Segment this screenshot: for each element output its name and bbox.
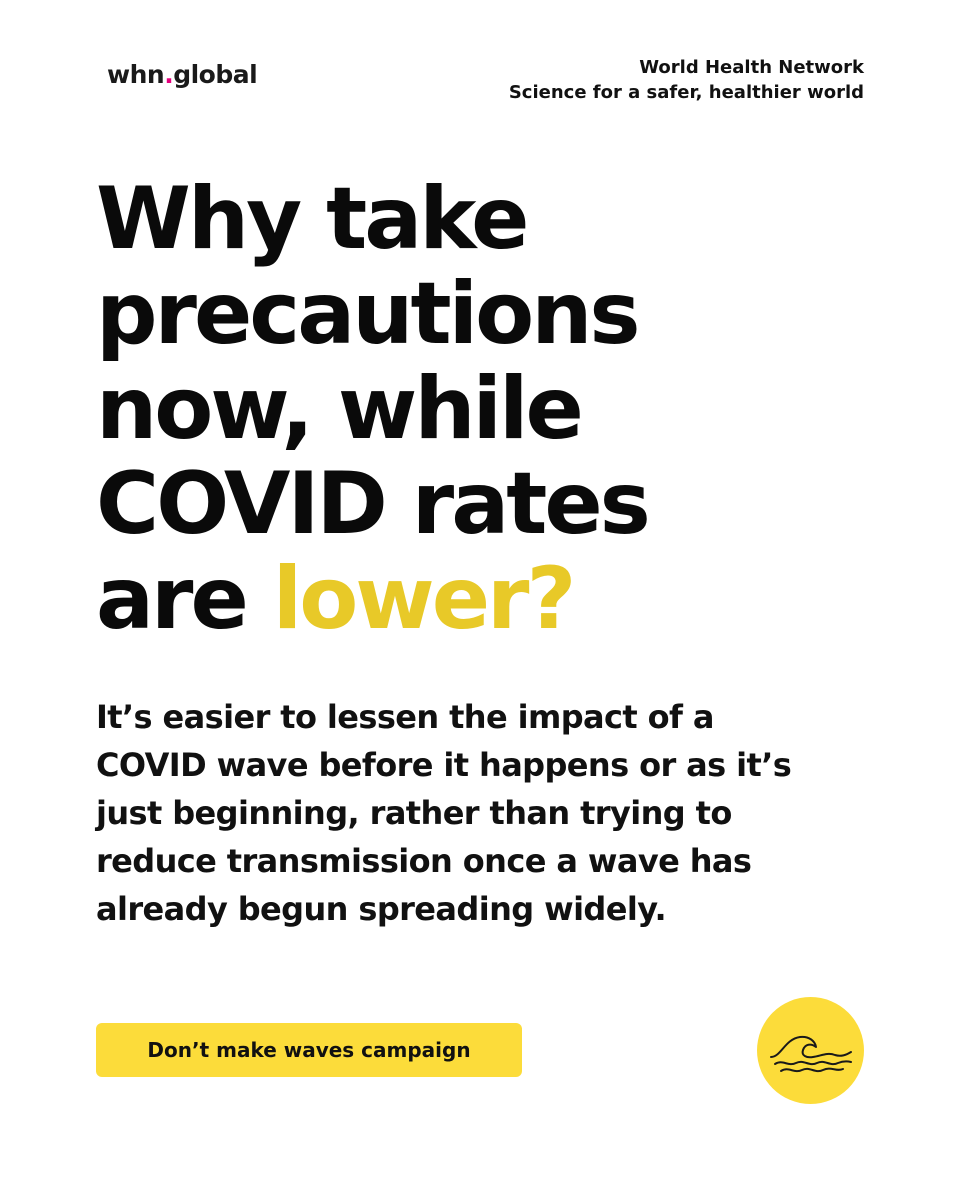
body-paragraph: It’s easier to lessen the impact of a CO… [96, 693, 876, 933]
body-line: already begun spreading widely. [96, 890, 667, 928]
headline-line-final: are lower? [96, 552, 936, 647]
body-line: It’s easier to lessen the impact of a [96, 698, 714, 736]
logo-suffix: global [173, 60, 258, 89]
headline-line: now, while [96, 359, 584, 459]
headline-accent: lower? [272, 549, 577, 649]
headline-text: are [96, 549, 273, 649]
headline-line: precautions [96, 264, 641, 364]
org-info: World Health Network Science for a safer… [509, 55, 864, 105]
org-name: World Health Network [639, 57, 864, 78]
org-tagline: Science for a safer, healthier world [508, 82, 864, 103]
body-line: COVID wave before it happens or as it’s [96, 746, 792, 784]
wave-icon [769, 1035, 852, 1072]
headline: Why take precautions now, while COVID ra… [96, 172, 936, 647]
campaign-button[interactable]: Don’t make waves campaign [96, 1023, 522, 1077]
logo-prefix: whn [107, 60, 165, 89]
body-line: just beginning, rather than trying to [96, 794, 732, 832]
headline-line: COVID rates [96, 454, 651, 554]
brand-logo[interactable]: whn.global [107, 58, 258, 92]
wave-badge[interactable] [757, 997, 864, 1104]
headline-line: Why take [96, 169, 529, 269]
logo-dot: . [164, 60, 174, 89]
body-line: reduce transmission once a wave has [96, 842, 752, 880]
